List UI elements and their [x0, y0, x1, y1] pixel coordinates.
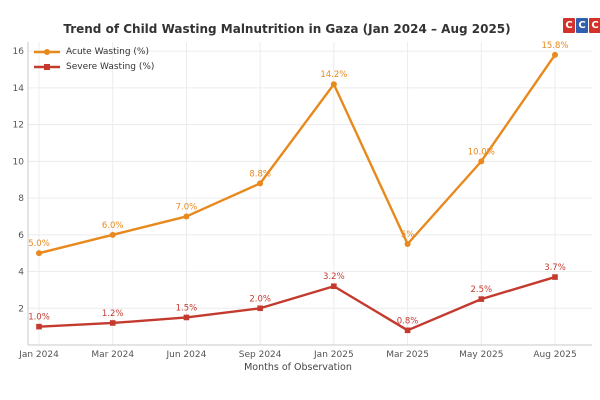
data-point-label: 10.0% [468, 147, 495, 157]
y-tick-label: 10 [13, 157, 25, 167]
data-point-label: 15.8% [541, 41, 568, 51]
data-point [478, 158, 485, 165]
series-line-0 [37, 53, 557, 255]
y-tick-label: 8 [18, 194, 24, 204]
data-point-label: 1.5% [176, 303, 198, 313]
data-point [257, 180, 264, 187]
x-tick-label: Mar 2025 [386, 350, 429, 360]
data-point [552, 51, 558, 58]
x-tick-label: Jan 2025 [313, 350, 354, 360]
data-point-label: 0.8% [397, 316, 419, 326]
legend-swatch-severe [34, 63, 60, 70]
data-point-label: 5% [401, 230, 415, 240]
data-point-label: 1.2% [102, 309, 124, 319]
legend-swatch-acute [34, 48, 60, 55]
series-line-1 [37, 275, 557, 332]
data-point [36, 250, 42, 257]
data-point [331, 283, 337, 290]
data-point-label: 7.0% [176, 202, 198, 212]
logo-tile: C [576, 18, 588, 33]
legend-item-acute-wasting: Acute Wasting (%) [34, 45, 154, 58]
data-point [183, 314, 190, 321]
y-tick-label: 14 [13, 84, 25, 94]
y-tick-label: 2 [18, 304, 24, 314]
data-point-label: 5.0% [28, 239, 50, 249]
data-point-label: 3.7% [544, 263, 566, 273]
y-tick-label: 4 [18, 268, 24, 278]
x-tick-label: Aug 2025 [533, 350, 576, 360]
data-point-label: 3.2% [323, 272, 345, 282]
x-tick-label: Sep 2024 [239, 350, 282, 360]
x-tick-label: Jun 2024 [166, 350, 207, 360]
y-tick-label: 12 [13, 121, 24, 131]
logo-tile: C [589, 18, 600, 33]
data-point [36, 323, 42, 330]
data-point-label: 2.5% [470, 285, 492, 295]
legend-item-severe-wasting: Severe Wasting (%) [34, 60, 154, 73]
data-point [330, 81, 337, 88]
data-point-label: 1.0% [28, 313, 50, 323]
y-tick-label: 6 [18, 231, 24, 241]
data-point-label: 14.2% [320, 70, 347, 80]
legend-label-severe: Severe Wasting (%) [66, 61, 155, 72]
logo-tile: C [563, 18, 575, 33]
data-point [478, 296, 485, 302]
data-point-label: 8.8% [249, 169, 271, 179]
y-tick-label: 16 [13, 47, 25, 57]
legend-label-acute: Acute Wasting (%) [66, 46, 149, 57]
legend: Acute Wasting (%) Severe Wasting (%) [34, 45, 154, 73]
x-axis-title: Months of Observation [244, 362, 352, 373]
data-point-label: 2.0% [249, 294, 271, 304]
data-point [552, 274, 558, 280]
x-tick-label: Mar 2024 [91, 350, 134, 360]
data-point [109, 231, 116, 238]
chart-title: Trend of Child Wasting Malnutrition in G… [63, 22, 511, 36]
data-point [257, 305, 263, 312]
x-tick-label: May 2025 [459, 350, 503, 360]
data-point [109, 320, 116, 326]
data-point [404, 241, 411, 247]
data-point-label: 6.0% [102, 221, 124, 231]
data-point [183, 213, 190, 220]
data-point [404, 327, 411, 334]
x-tick-label: Jan 2024 [18, 350, 59, 360]
